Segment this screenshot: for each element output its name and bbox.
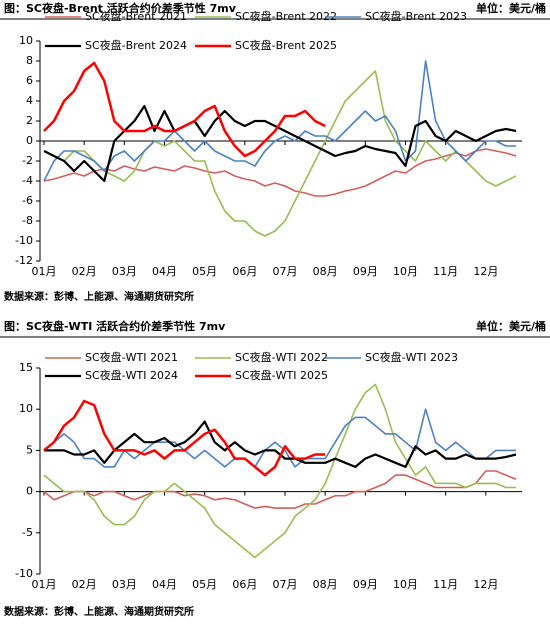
x-tick-label: 04月: [152, 265, 177, 278]
source-note: 数据来源：彭博、上能源、海通期货研究所: [4, 605, 194, 618]
unit-label: 单位：美元/桶: [476, 1, 546, 15]
y-tick-label: -6: [22, 194, 33, 207]
x-tick-label: 02月: [72, 578, 97, 591]
x-tick-label: 10月: [393, 265, 418, 278]
legend-label: SC夜盘-Brent 2024: [85, 38, 187, 52]
y-tick-label: 10: [19, 34, 33, 47]
x-tick-label: 01月: [32, 578, 57, 591]
y-tick-label: -8: [22, 214, 33, 227]
x-tick-label: 05月: [192, 578, 217, 591]
x-tick-label: 04月: [152, 578, 177, 591]
legend-label: SC夜盘-WTI 2021: [85, 350, 178, 364]
x-tick-label: 06月: [232, 578, 257, 591]
legend-label: SC夜盘-Brent 2023: [365, 9, 467, 23]
x-tick-label: 12月: [473, 578, 498, 591]
series-line: [43, 408, 516, 468]
y-tick-label: -10: [15, 234, 33, 247]
y-tick-label: -12: [15, 254, 33, 267]
y-tick-label: 0: [26, 134, 33, 147]
series-line: [44, 420, 517, 468]
series-line: [43, 104, 517, 183]
x-tick-label: 11月: [433, 265, 458, 278]
legend-label: SC夜盘-Brent 2025: [235, 38, 337, 52]
y-tick-label: 0: [26, 485, 33, 498]
y-tick-label: 5: [26, 443, 33, 456]
y-tick-label: -4: [22, 174, 33, 187]
y-tick-label: -5: [22, 526, 33, 539]
series-line: [43, 383, 516, 559]
source-note: 数据来源：彭博、上能源、海通期货研究所: [4, 290, 194, 303]
y-tick-label: 10: [19, 402, 33, 415]
x-tick-label: 03月: [112, 265, 137, 278]
unit-label: 单位：美元/桶: [476, 319, 546, 333]
x-tick-label: 07月: [273, 265, 298, 278]
legend-label: SC夜盘-WTI 2022: [235, 350, 328, 364]
legend-label: SC夜盘-WTI 2024: [85, 368, 178, 382]
x-tick-label: 08月: [313, 578, 338, 591]
series-line: [43, 148, 517, 197]
legend-label: SC夜盘-WTI 2025: [235, 368, 328, 382]
x-tick-label: 09月: [353, 265, 378, 278]
y-tick-label: -10: [15, 567, 33, 580]
x-tick-label: 11月: [433, 578, 458, 591]
chart-title: 图：SC夜盘-Brent 活跃合约价差季节性 7mv: [4, 1, 237, 15]
x-tick-label: 03月: [112, 578, 137, 591]
legend-label: SC夜盘-Brent 2021: [85, 9, 187, 23]
x-tick-label: 05月: [192, 265, 217, 278]
series-line: [43, 70, 517, 237]
series-line: [43, 61, 326, 158]
x-tick-label: 01月: [32, 265, 57, 278]
chart-title: 图：SC夜盘-WTI 活跃合约价差季节性 7mv: [4, 319, 226, 333]
x-tick-label: 10月: [393, 578, 418, 591]
legend-label: SC夜盘-WTI 2023: [365, 350, 458, 364]
x-tick-label: 08月: [313, 265, 338, 278]
y-tick-label: 15: [19, 361, 33, 374]
y-tick-label: 8: [26, 54, 33, 67]
legend-label: SC夜盘-Brent 2022: [235, 9, 337, 23]
y-tick-label: 6: [26, 74, 33, 87]
y-tick-label: -2: [22, 154, 33, 167]
y-tick-label: 4: [26, 94, 33, 107]
x-tick-label: 09月: [353, 578, 378, 591]
series-line: [43, 399, 326, 477]
x-tick-label: 12月: [473, 265, 498, 278]
x-tick-label: 06月: [232, 265, 257, 278]
y-tick-label: 2: [26, 114, 33, 127]
x-tick-label: 02月: [72, 265, 97, 278]
x-tick-label: 07月: [273, 578, 298, 591]
series-line: [43, 60, 516, 182]
series-line: [43, 470, 517, 509]
